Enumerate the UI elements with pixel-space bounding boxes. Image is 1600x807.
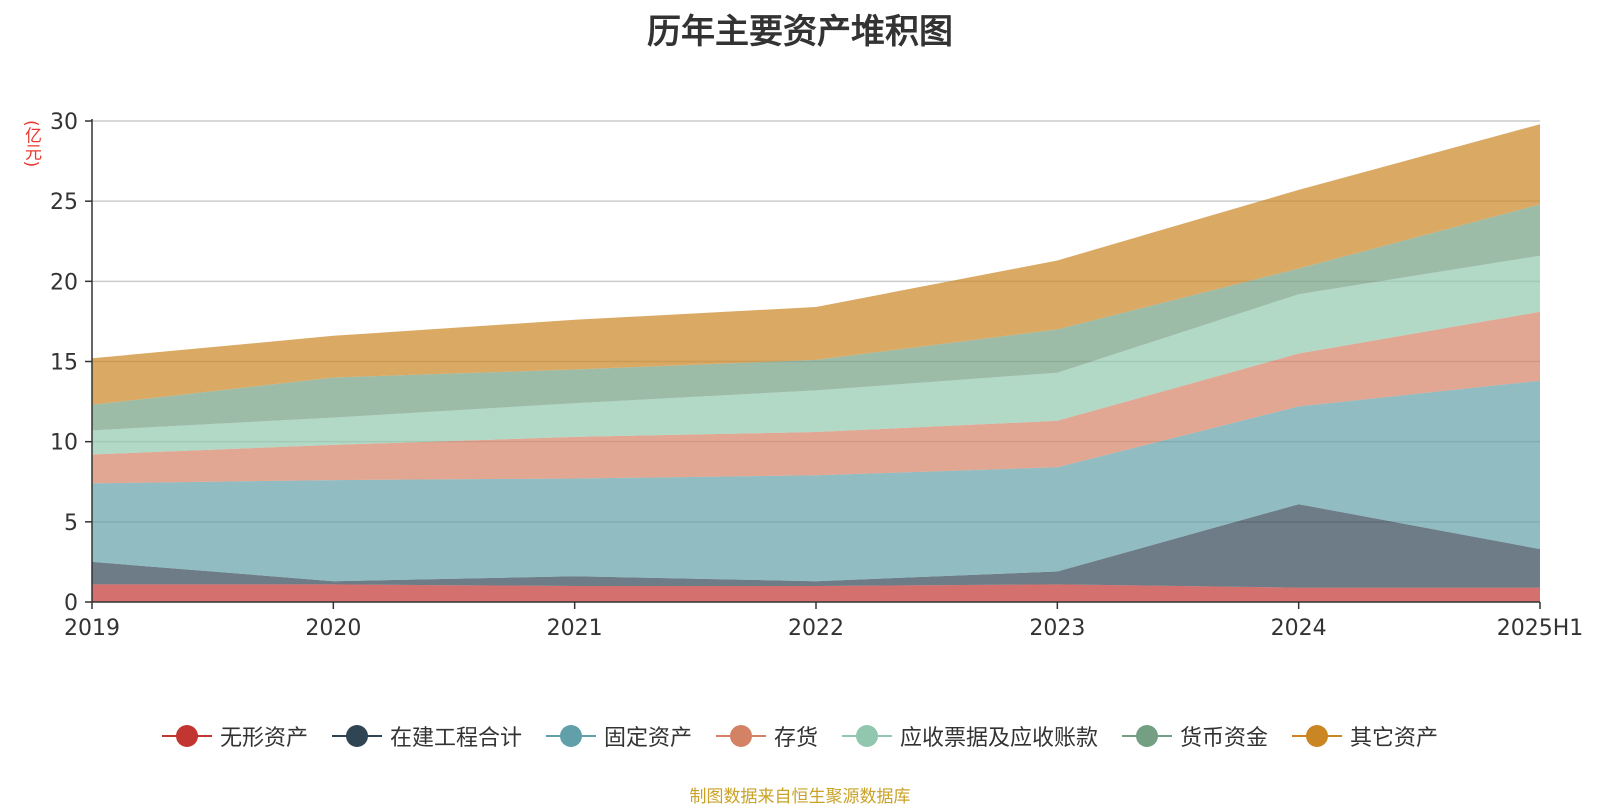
x-tick-label: 2022 — [788, 616, 844, 641]
legend-item-6[interactable]: 其它资产 — [1292, 720, 1438, 752]
y-tick-label: 30 — [50, 110, 78, 135]
stacked-area-chart: 0 5 10 15 20 25 30 2019 2020 2021 2022 2023 2024 2025… — [50, 110, 1583, 641]
source-note: 制图数据来自恒生聚源数据库 — [689, 787, 911, 807]
y-tick-label: 5 — [64, 511, 78, 536]
y-tick-label: 15 — [50, 351, 78, 376]
legend-item-0[interactable]: 无形资产 — [161, 720, 308, 752]
area-series-0 — [92, 584, 1540, 602]
chart-title: 历年主要资产堆积图 — [647, 12, 953, 52]
x-tick-label: 2019 — [64, 616, 120, 641]
legend-marker-icon — [161, 724, 212, 748]
legend-label: 货币资金 — [1180, 726, 1269, 751]
area-series-2 — [92, 380, 1540, 582]
legend-label: 在建工程合计 — [389, 726, 522, 751]
legend-marker-icon — [545, 724, 596, 748]
area-series-4 — [92, 255, 1540, 455]
legend: 无形资产 在建工程合计 固定资产 存货 应收票据及应收账款 货币资金 其它资产 — [0, 720, 1600, 752]
area-series-group — [92, 124, 1540, 602]
axes: 0 5 10 15 20 25 30 2019 2020 2021 2022 2023 2024 2025… — [50, 110, 1583, 641]
legend-item-5[interactable]: 货币资金 — [1122, 720, 1268, 752]
y-tick-label: 10 — [50, 431, 78, 456]
legend-label: 其它资产 — [1350, 726, 1439, 751]
legend-label: 应收票据及应收账款 — [900, 726, 1099, 751]
legend-marker-icon — [842, 724, 892, 748]
area-series-6 — [92, 124, 1540, 405]
legend-label: 固定资产 — [603, 726, 692, 751]
area-series-1 — [92, 504, 1540, 588]
legend-label: 存货 — [773, 726, 818, 751]
legend-marker-icon — [1122, 724, 1173, 748]
y-tick-label: 0 — [64, 591, 78, 616]
x-tick-label: 2023 — [1029, 616, 1085, 641]
x-tick-label: 2020 — [305, 616, 361, 641]
y-tick-label: 20 — [50, 270, 78, 295]
legend-marker-icon — [1292, 724, 1343, 748]
legend-marker-icon — [715, 724, 766, 748]
legend-item-1[interactable]: 在建工程合计 — [331, 720, 522, 752]
x-tick-label: 2024 — [1271, 616, 1327, 641]
legend-item-4[interactable]: 应收票据及应收账款 — [842, 720, 1098, 752]
y-tick-label: 25 — [50, 190, 78, 215]
legend-label: 无形资产 — [219, 726, 308, 751]
x-tick-label: 2025H1 — [1497, 616, 1584, 641]
area-series-5 — [92, 204, 1540, 431]
y-axis-unit-label: (亿元) — [21, 120, 41, 168]
legend-marker-icon — [331, 724, 382, 748]
x-tick-label: 2021 — [547, 616, 603, 641]
legend-item-3[interactable]: 存货 — [715, 720, 818, 752]
area-series-3 — [92, 311, 1540, 484]
legend-item-2[interactable]: 固定资产 — [545, 720, 692, 752]
